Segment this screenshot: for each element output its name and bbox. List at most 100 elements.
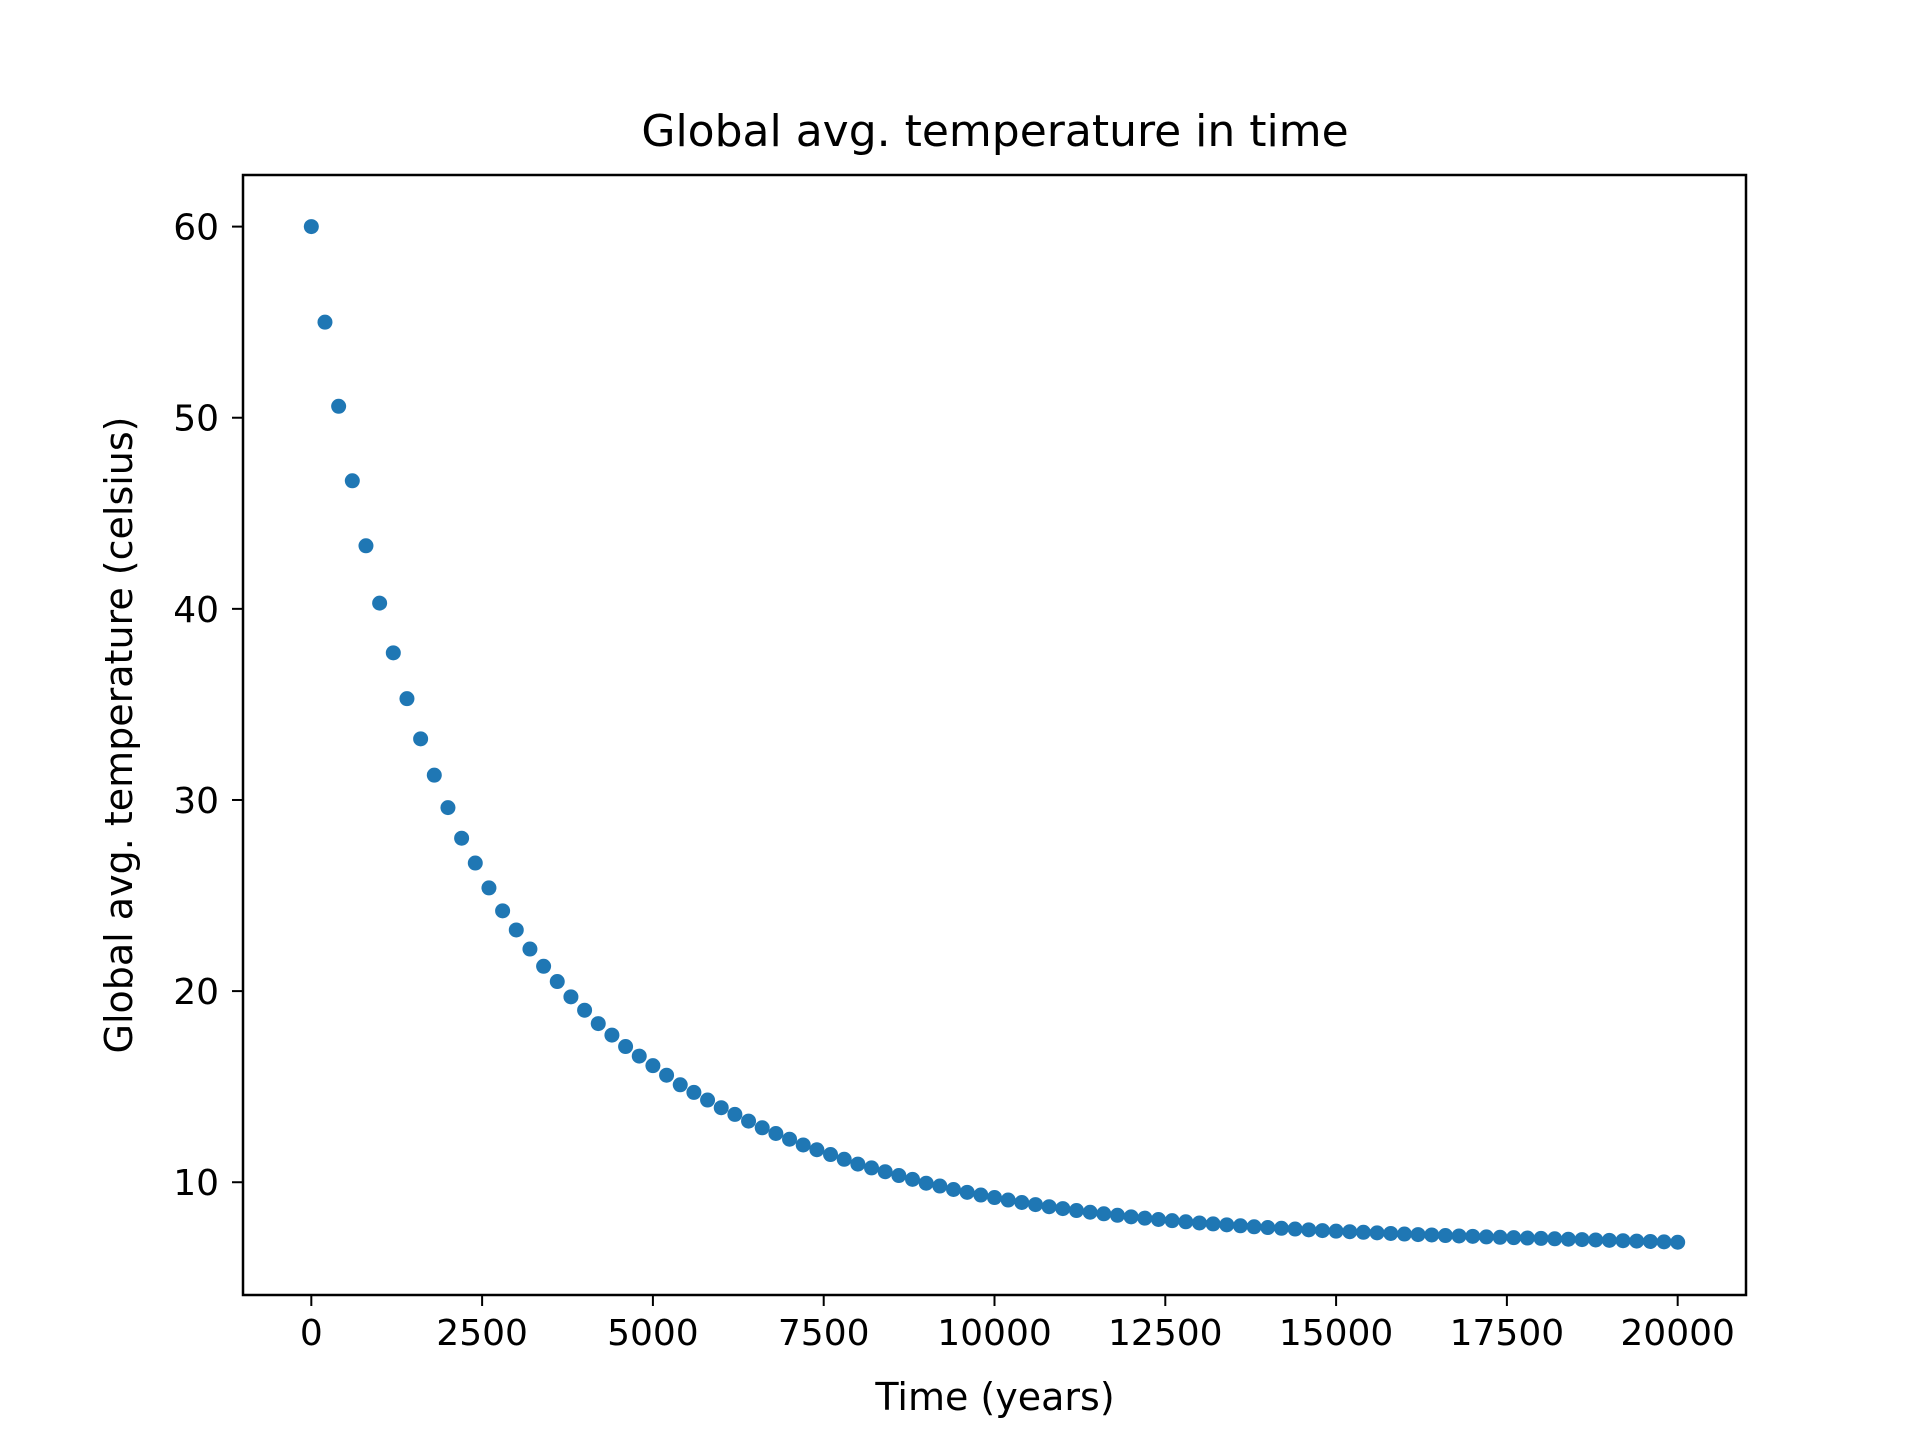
data-point [372,595,388,611]
data-point [727,1106,743,1122]
data-point [1137,1210,1153,1226]
data-point [754,1120,770,1136]
plot-frame [241,173,1748,1297]
data-point [1410,1227,1426,1243]
x-tick-label: 12500 [1108,1313,1223,1354]
x-tick-label: 17500 [1450,1313,1565,1354]
data-point [317,314,333,330]
data-point [1232,1218,1248,1234]
data-point [905,1171,921,1187]
y-axis-label: Global avg. temperature (celsius) [97,416,141,1053]
data-point [1396,1226,1412,1242]
data-point [1246,1219,1262,1235]
data-point [809,1142,825,1158]
data-point [344,473,360,489]
data-point [454,830,470,846]
data-point [1437,1228,1453,1244]
data-point [959,1184,975,1200]
data-point [1287,1221,1303,1237]
data-point [1164,1213,1180,1229]
data-point [303,219,319,235]
data-point [631,1048,647,1064]
data-point [440,800,456,816]
data-point [1178,1214,1194,1230]
data-point [1519,1230,1535,1246]
data-point [1041,1199,1057,1215]
data-point [1369,1225,1385,1241]
data-point [495,903,511,919]
data-point [1465,1228,1481,1244]
data-point [1656,1234,1672,1250]
x-tick-label: 15000 [1279,1313,1394,1354]
data-point [1533,1230,1549,1246]
data-point [563,989,579,1005]
x-tick-label: 10000 [937,1313,1052,1354]
data-point [1451,1228,1467,1244]
y-tick-label: 50 [173,399,219,440]
data-point [1506,1230,1522,1246]
data-point [823,1147,839,1163]
data-point [932,1178,948,1194]
data-point [522,941,538,957]
data-point [782,1131,798,1147]
data-point [891,1168,907,1184]
chart-title: Global avg. temperature in time [641,106,1348,157]
y-tick-label: 60 [173,208,219,249]
data-point [1123,1209,1139,1225]
data-point [358,538,374,554]
x-tick-label: 7500 [778,1313,870,1354]
data-point [1205,1216,1221,1232]
data-point [1314,1223,1330,1239]
data-point [385,645,401,661]
x-tick-label: 0 [300,1313,323,1354]
data-point [918,1175,934,1191]
data-point [508,922,524,938]
y-axis-ticks: 10 20 30 40 50 60 [173,208,243,1204]
data-point [741,1113,757,1129]
data-point [645,1058,661,1074]
y-tick-label: 40 [173,590,219,631]
data-point [604,1027,620,1043]
data-point [836,1151,852,1167]
data-point [1615,1233,1631,1249]
data-point [973,1187,989,1203]
data-point [1082,1204,1098,1220]
data-point [1547,1231,1563,1247]
data-point [1260,1220,1276,1236]
data-point [577,1002,593,1018]
data-point [1273,1220,1289,1236]
data-points [303,219,1686,1250]
data-point [1219,1217,1235,1233]
x-tick-label: 2500 [436,1313,528,1354]
data-point [549,974,565,990]
data-point [1574,1232,1590,1248]
data-point [481,880,497,896]
data-point [1014,1194,1030,1210]
data-point [672,1077,688,1093]
data-point [1342,1224,1358,1240]
data-point [1055,1201,1071,1217]
data-point [1068,1203,1084,1219]
y-tick-label: 10 [173,1163,219,1204]
data-point [1150,1212,1166,1228]
data-point [1492,1229,1508,1245]
data-point [659,1067,675,1083]
data-point [713,1100,729,1116]
y-tick-label: 20 [173,972,219,1013]
data-point [1355,1224,1371,1240]
data-point [1642,1233,1658,1249]
data-point [1601,1232,1617,1248]
data-point [1000,1192,1016,1208]
data-point [795,1137,811,1153]
x-tick-label: 20000 [1620,1313,1735,1354]
data-point [850,1156,866,1172]
data-point [1109,1207,1125,1223]
y-tick-label: 30 [173,781,219,822]
x-axis-ticks: 0 2500 5000 7500 10000 12500 15000 17500 20000 [300,1295,1735,1354]
data-point [1096,1206,1112,1222]
data-point [1670,1234,1686,1250]
data-point [686,1084,702,1100]
data-point [618,1039,634,1055]
